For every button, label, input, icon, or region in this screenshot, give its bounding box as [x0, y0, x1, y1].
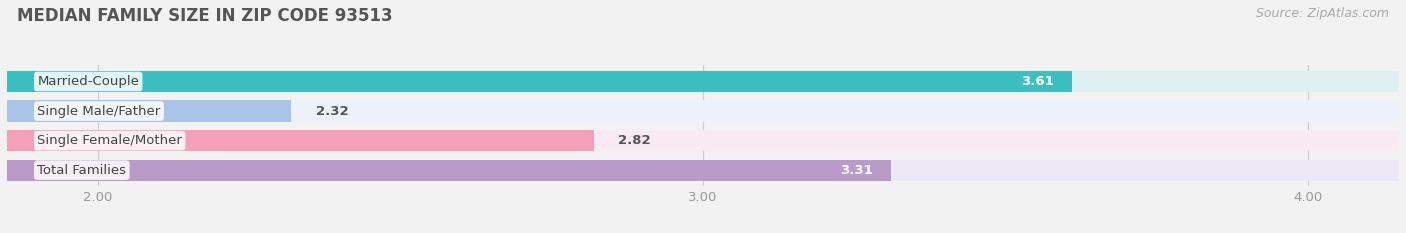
Bar	[7, 160, 890, 181]
Bar	[7, 100, 291, 122]
Text: 2.32: 2.32	[316, 105, 349, 117]
Text: 3.61: 3.61	[1021, 75, 1054, 88]
Text: 3.31: 3.31	[839, 164, 873, 177]
Text: Married-Couple: Married-Couple	[38, 75, 139, 88]
Bar	[7, 100, 1399, 122]
Bar	[7, 130, 595, 151]
Text: Source: ZipAtlas.com: Source: ZipAtlas.com	[1256, 7, 1389, 20]
Bar	[7, 160, 1399, 181]
Text: Single Male/Father: Single Male/Father	[38, 105, 160, 117]
Text: MEDIAN FAMILY SIZE IN ZIP CODE 93513: MEDIAN FAMILY SIZE IN ZIP CODE 93513	[17, 7, 392, 25]
Bar	[7, 130, 1399, 151]
Text: Total Families: Total Families	[38, 164, 127, 177]
Text: Single Female/Mother: Single Female/Mother	[38, 134, 183, 147]
Text: 2.82: 2.82	[619, 134, 651, 147]
Bar	[7, 71, 1073, 92]
Bar	[7, 71, 1399, 92]
